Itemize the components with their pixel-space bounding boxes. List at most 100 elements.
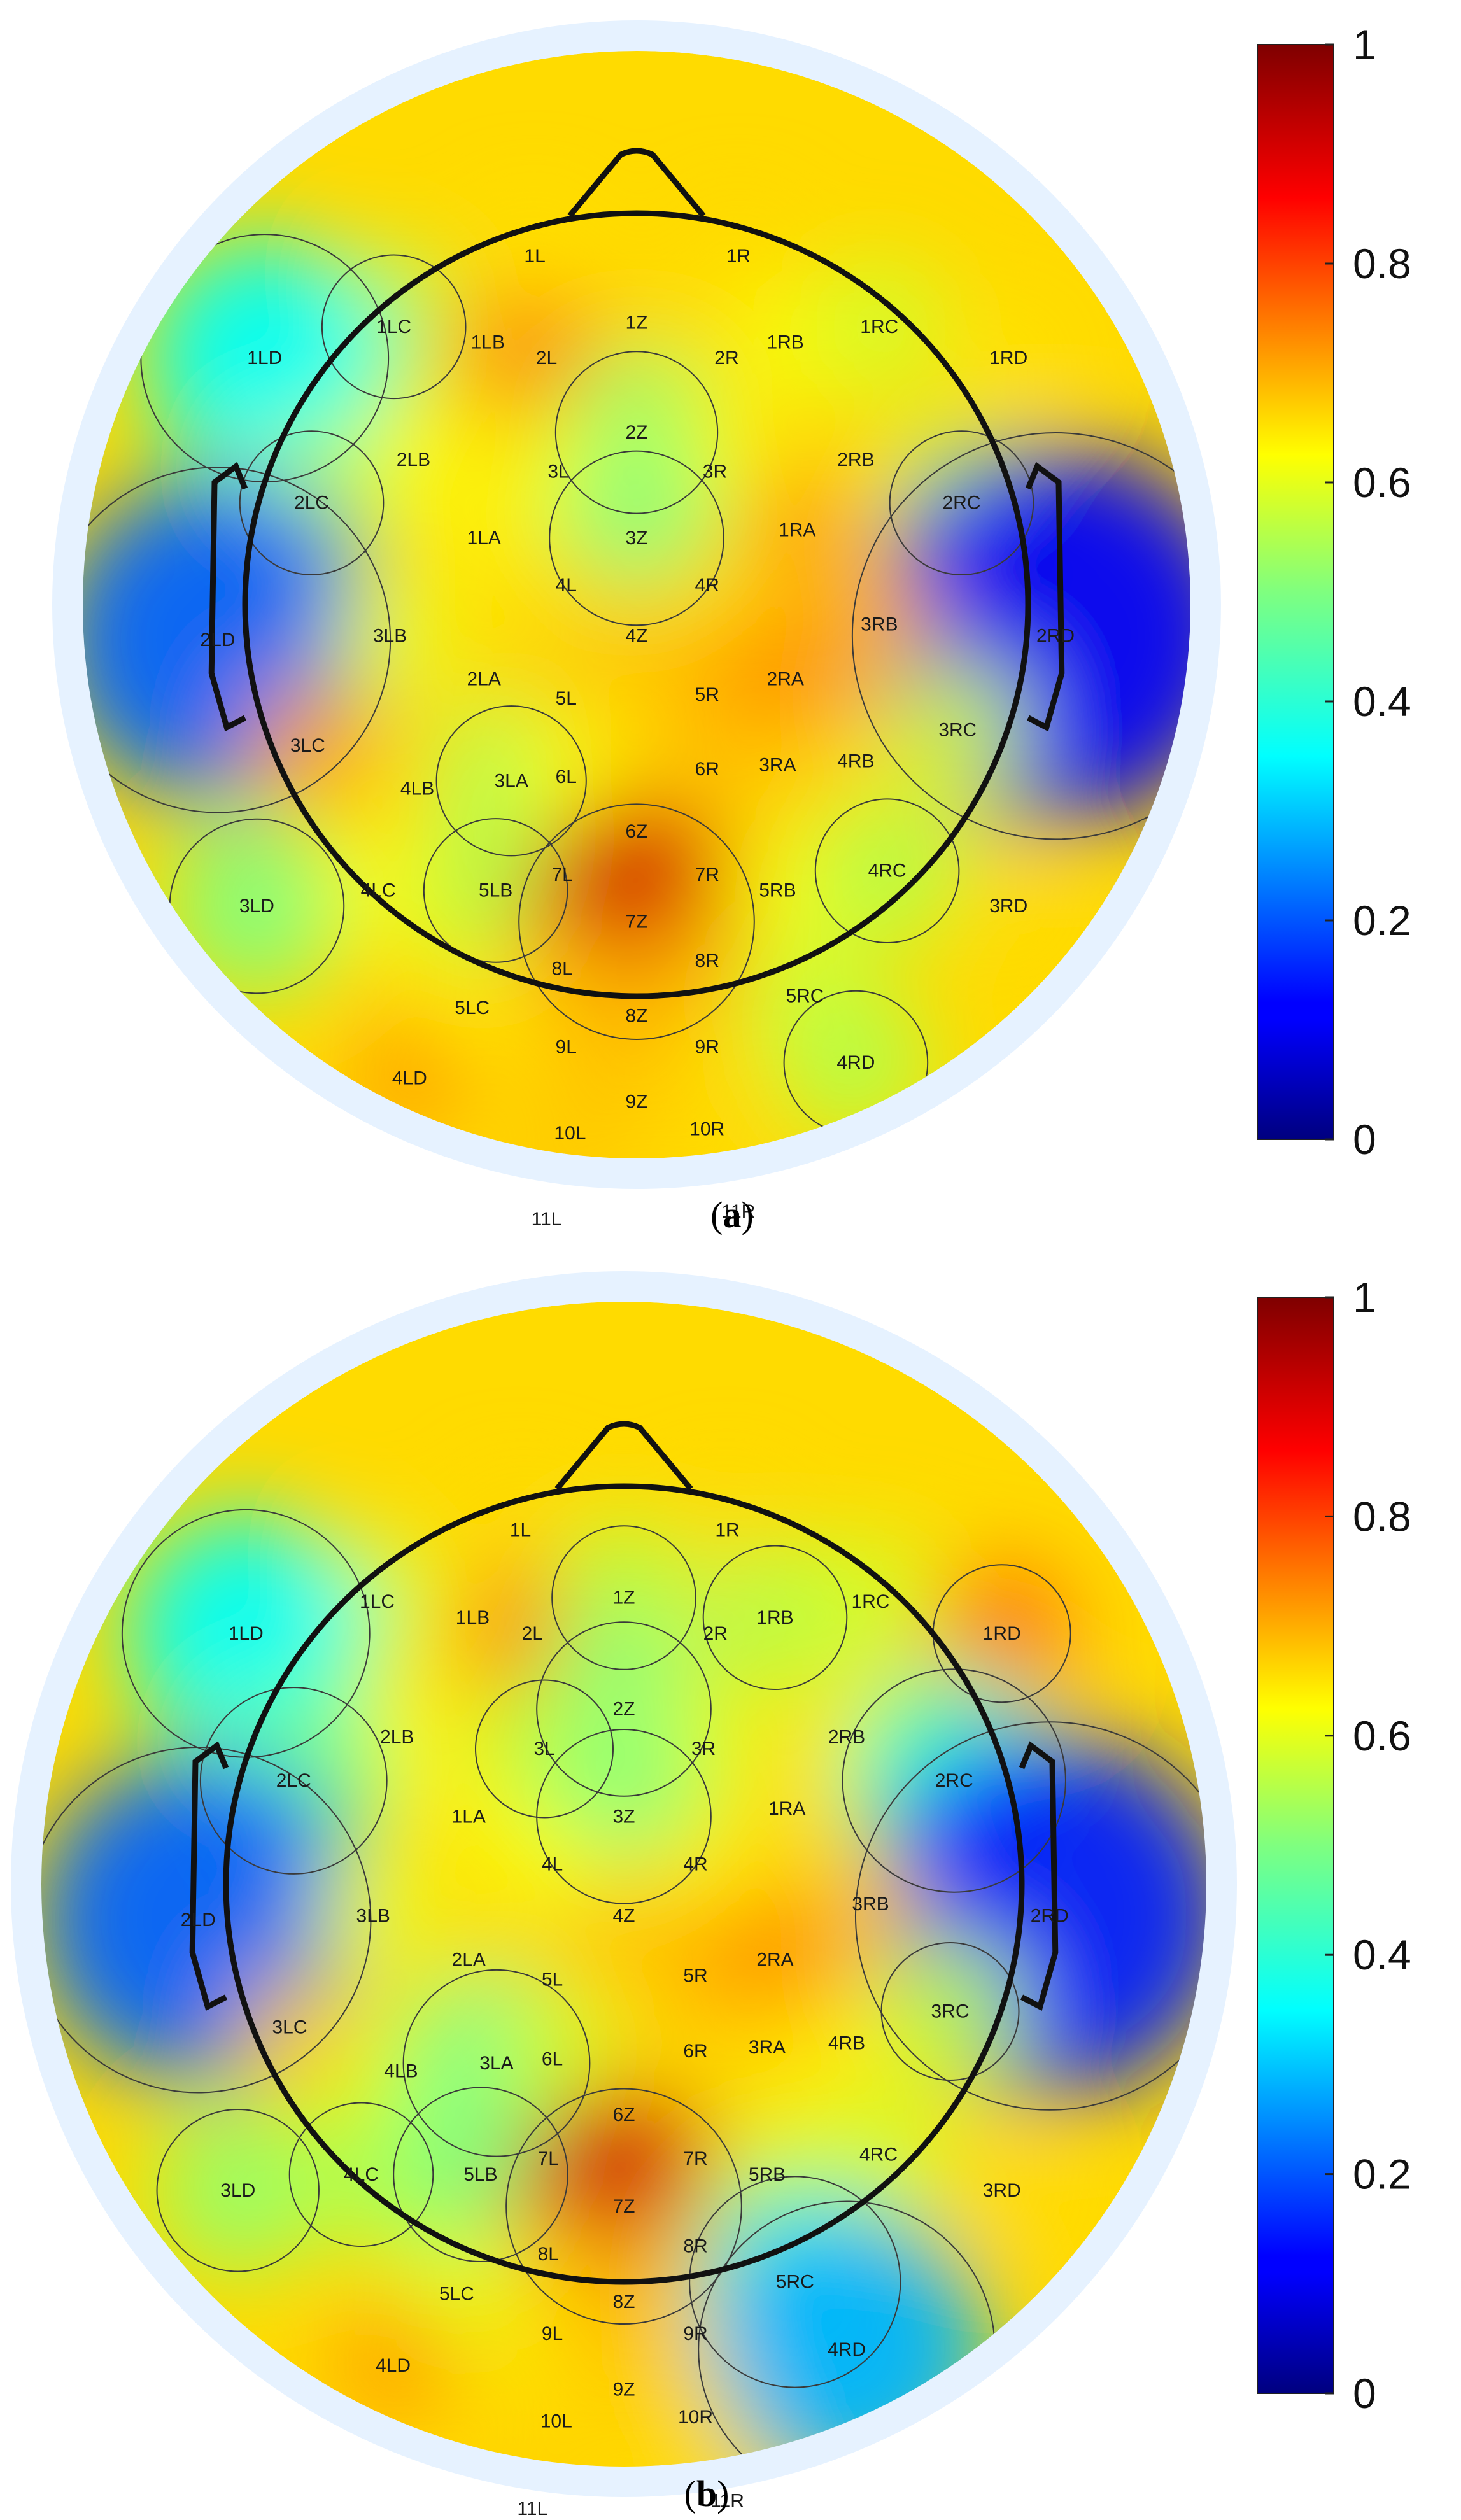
contour-3L	[475, 1679, 614, 1819]
electrode-label-10R: 10R	[689, 1119, 724, 1140]
contour-2RD	[851, 432, 1190, 840]
colorbar-tick-label: 1	[1353, 1274, 1376, 1321]
electrode-label-2LB: 2LB	[397, 449, 430, 470]
colorbar-gradient	[1257, 1297, 1334, 2394]
electrode-label-1LB: 1LB	[456, 1607, 490, 1628]
electrode-label-2L: 2L	[522, 1623, 543, 1644]
electrode-label-9R: 9R	[683, 2323, 707, 2344]
electrode-label-2LC: 2LC	[294, 493, 329, 514]
contour-2LD	[83, 467, 392, 813]
value-blob-2RA	[719, 613, 852, 745]
contour-7Z	[505, 2088, 742, 2325]
electrode-label-7L: 7L	[551, 864, 572, 885]
electrode-label-10L: 10L	[554, 1123, 586, 1144]
electrode-label-4LC: 4LC	[344, 2164, 379, 2185]
electrode-label-5RC: 5RC	[786, 986, 824, 1007]
colorbar-tick-label: 0.2	[1353, 2151, 1411, 2198]
value-blob-9L	[507, 2289, 597, 2379]
electrode-label-5R: 5R	[683, 1965, 707, 1986]
colorbar-tick-label: 0.4	[1353, 1931, 1411, 1978]
electrode-label-4RD: 4RD	[836, 1052, 875, 1073]
contour-2RD	[854, 1721, 1206, 2111]
electrode-label-2LB: 2LB	[380, 1726, 414, 1747]
electrode-label-4Z: 4Z	[625, 626, 647, 647]
electrode-label-9Z: 9Z	[612, 2379, 635, 2400]
electrode-label-11R: 11R	[710, 2490, 744, 2511]
contour-5LB	[423, 818, 568, 963]
contour-3Z	[536, 1728, 712, 1904]
value-blob-1RA	[736, 469, 858, 591]
electrode-label-3RB: 3RB	[861, 614, 898, 635]
electrode-label-2LD: 2LD	[181, 1910, 216, 1931]
value-blob-1Z	[592, 278, 681, 368]
electrode-label-3RB: 3RB	[852, 1894, 889, 1915]
electrode-label-3RA: 3RA	[749, 2037, 786, 2058]
electrode-label-1LC: 1LC	[360, 1591, 395, 1612]
nose	[567, 148, 706, 218]
contour-7Z	[518, 803, 755, 1040]
contour-2LC	[199, 1687, 388, 1875]
electrode-label-1LC: 1LC	[376, 316, 411, 337]
electrode-label-1RC: 1RC	[851, 1591, 889, 1612]
electrode-label-5L: 5L	[556, 688, 577, 709]
value-blob-3LD	[155, 2108, 320, 2273]
electrode-label-2RA: 2RA	[756, 1949, 793, 1970]
contour-3RC	[880, 1942, 1020, 2081]
value-blob-3LD	[169, 819, 344, 994]
electrode-label-1RA: 1RA	[779, 520, 815, 541]
electrode-label-4RD: 4RD	[828, 2339, 866, 2360]
contour-3Z	[549, 450, 724, 626]
value-blob-4Z	[586, 586, 687, 686]
electrode-label-8R: 8R	[695, 950, 719, 971]
electrode-label-1LB: 1LB	[471, 332, 505, 353]
electrode-label-9L: 9L	[542, 2323, 563, 2344]
caption-a: (a)	[710, 1194, 754, 1235]
value-blob-4RB	[796, 1993, 897, 2094]
value-blob-3RA	[728, 715, 828, 815]
contour-3LD	[156, 2109, 320, 2272]
electrode-label-1RC: 1RC	[860, 316, 898, 337]
right-ear	[1019, 1741, 1059, 2011]
electrode-label-11L: 11L	[532, 1209, 562, 1230]
caption-letter: b	[696, 2473, 717, 2514]
electrode-label-6R: 6R	[683, 2041, 707, 2062]
contour-2LD	[41, 1747, 372, 2094]
electrode-label-3RC: 3RC	[931, 2001, 969, 2022]
colorbar-a: 0 0.2 0.4 0.6 0.8 1	[1257, 21, 1411, 1163]
topomap-panel-a: 1L 1R 1LC 1LB 2L 1Z 2R 1RB 1RC 1RD 1LD 2Z 3L 3R 2LB 2RB…	[52, 20, 1221, 1230]
electrode-label-2Z: 2Z	[625, 422, 647, 443]
electrode-label-9L: 9L	[556, 1036, 577, 1057]
value-blob-4L	[521, 540, 611, 630]
value-blob-1RC	[804, 1535, 937, 1668]
electrode-label-1RD: 1RD	[989, 348, 1027, 369]
value-blob-10L	[511, 2376, 601, 2466]
electrode-label-9R: 9R	[695, 1036, 719, 1057]
electrode-label-8L: 8L	[551, 958, 572, 979]
electrode-label-2LA: 2LA	[467, 668, 500, 689]
caption-letter: a	[723, 1194, 742, 1235]
colorbar-tick-label: 0	[1353, 2370, 1376, 2417]
electrode-label-2RB: 2RB	[837, 449, 874, 470]
electrode-label-3LD: 3LD	[220, 2180, 255, 2201]
electrode-label-3LA: 3LA	[495, 770, 528, 791]
electrode-label-1RB: 1RB	[767, 332, 804, 353]
electrode-label-2L: 2L	[536, 348, 557, 369]
contour-3LA	[402, 1969, 591, 2157]
contour-1RB	[702, 1545, 848, 1691]
electrode-label-3LC: 3LC	[272, 2017, 307, 2038]
electrode-label-10R: 10R	[678, 2407, 713, 2428]
electrode-label-4R: 4R	[683, 1854, 707, 1875]
electrode-label-6Z: 6Z	[625, 821, 647, 842]
electrode-label-9Z: 9Z	[625, 1092, 647, 1113]
electrode-label-6L: 6L	[556, 766, 577, 787]
electrode-label-1Z: 1Z	[612, 1587, 635, 1608]
contour-5LB	[393, 2087, 568, 2263]
contour-5RC	[689, 2176, 901, 2388]
value-blob-2LB	[358, 404, 469, 516]
value-blob-3RB	[824, 568, 935, 680]
electrode-label-5LC: 5LC	[455, 997, 490, 1018]
colorbar-gradient	[1257, 44, 1334, 1140]
value-blob-4LD	[332, 2305, 454, 2426]
electrode-label-1RD: 1RD	[983, 1623, 1021, 1644]
